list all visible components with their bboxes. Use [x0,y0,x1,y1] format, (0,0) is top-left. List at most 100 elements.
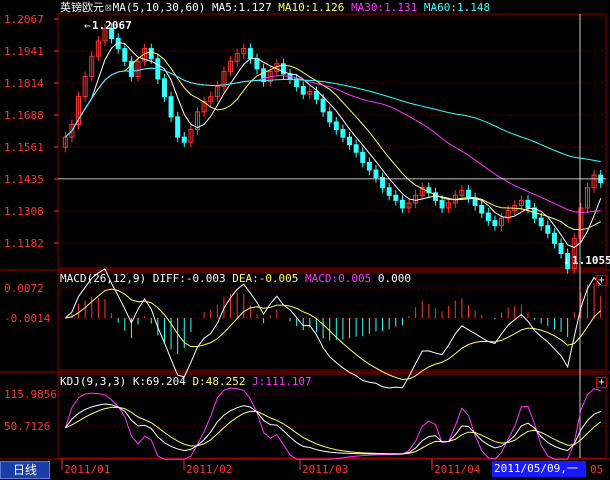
candle-body [313,91,319,100]
ma-indicator-icon: ⊠ [105,1,112,14]
macd-axis-label: -0.0014 [4,312,51,325]
candle-body [320,98,326,113]
candle-body [69,123,75,138]
candle-body [89,55,95,77]
candle-body [386,187,392,196]
month-label: 2011/03 [302,463,348,476]
candle-body [505,209,511,219]
candle-body [214,86,220,98]
candle-body [525,199,531,209]
candle-body [413,194,419,204]
candle-body [241,48,247,55]
candle-body [221,70,227,88]
candle-body [300,86,306,95]
candle-body [128,60,134,77]
ma5-value: MA5:1.127 [211,1,272,14]
price-axis-label: 1.1688 [4,109,44,122]
candle-body [135,60,141,77]
price-axis-label: 1.1561 [4,141,44,154]
price-panel-frame [57,13,607,269]
macd-dea: DEA:-0.005 [232,272,299,285]
ma60-line [64,67,601,163]
macd-expand-button[interactable]: + [596,275,607,286]
candle-body [148,48,154,60]
cursor-date: 2011/05/09,一 [492,461,586,477]
macd-dea-line [65,288,602,381]
candle-body [360,151,366,163]
candle-body [558,242,564,254]
macd-label: MACD(26,12,9) [60,272,147,285]
candle-body [294,78,300,88]
candle-body [518,199,524,206]
candle-body [122,48,128,62]
candle-body [280,63,286,75]
candle-body [115,37,121,50]
candle-body [578,207,584,239]
price-axis-label: 1.1308 [4,205,44,218]
candle-body [591,174,597,189]
price-axis-label: 1.1435 [4,173,44,186]
candle-body [466,189,471,199]
kdj-k: K:69.204 [132,375,186,388]
macd-macd: MACD:0.005 [305,272,372,285]
low-arrow-icon: ↓ [563,254,570,267]
kdj-expand-button[interactable]: + [596,377,607,388]
candle-body [95,40,101,57]
candle-body [254,58,260,70]
candle-body [406,202,412,209]
macd-axis-label: 0.0072 [4,282,44,295]
candle-body [492,220,498,227]
kdj-axis-label: 50.7126 [4,420,50,433]
candle-body [380,177,386,189]
ma60-value: MA60:1.148 [423,1,491,14]
candle-body [168,96,174,118]
kdj-axis-label: 115.9856 [4,388,57,401]
candle-body [551,232,557,244]
candle-body [109,27,115,39]
candle-body [439,199,445,209]
price-axis-label: 1.1814 [4,77,44,90]
candle-body [479,204,485,214]
candle-body [545,225,551,234]
kdj-k-line [64,403,601,455]
kdj-panel-frame [57,373,607,459]
ma30-value: MA30:1.131 [351,1,418,14]
candle-body [446,202,452,209]
candle-body [584,187,590,209]
candle-body [188,129,194,143]
kdj-d-line [65,406,602,455]
tab-daily[interactable]: 日线 [0,461,50,479]
candle-body [485,212,491,222]
candle-body [161,78,167,98]
price-axis-label: 1.1182 [4,237,44,250]
candle-body [175,116,181,138]
symbol-name: 英镑欧元 [60,1,104,14]
candle-body [333,121,339,131]
kdj-d: D:48.252 [192,375,246,388]
candle-body [399,199,405,209]
high-arrow-icon: ← [84,19,91,32]
candle-body [419,187,425,196]
candle-body [347,136,353,146]
candle-body [181,136,187,143]
macd-extra: 0.000 [377,272,412,285]
month-label: 05 [590,463,603,476]
candle-body [571,237,577,270]
candle-body [327,111,333,123]
candle-body [426,187,432,194]
candle-body [499,217,505,227]
ma10-value: MA10:1.126 [278,1,345,14]
price-axis-label: 1.2067 [4,13,44,26]
high-price-label: 1.2067 [92,19,132,32]
macd-diff: DIFF:-0.003 [152,272,226,285]
candle-body [393,194,399,201]
candle-body [565,252,571,270]
ma30-line [64,67,601,213]
kdj-label: KDJ(9,3,3) [60,375,127,388]
month-label: 2011/01 [64,463,110,476]
macd-diff-line [64,268,602,389]
candle-body [373,169,379,179]
macd-panel-frame [57,271,607,371]
ma-label: MA(5,10,30,60) [112,1,206,14]
